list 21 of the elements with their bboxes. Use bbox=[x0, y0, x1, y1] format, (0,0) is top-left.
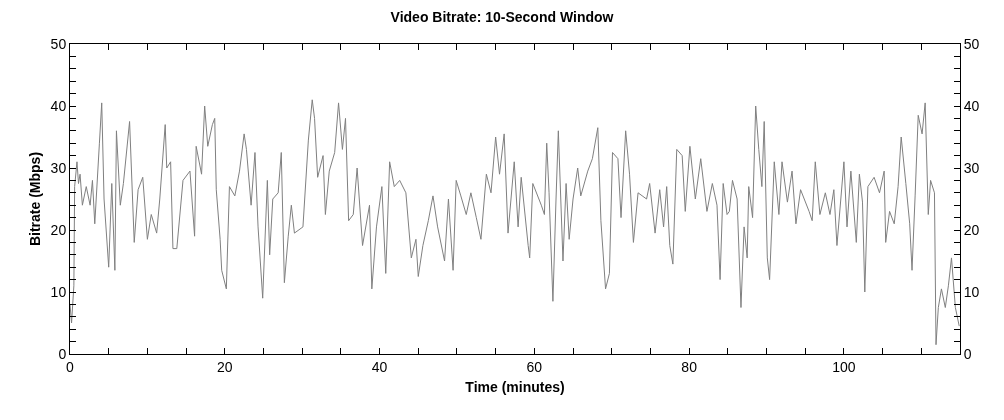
y2-tick-label: 0 bbox=[963, 345, 972, 362]
y2-tick-label: 40 bbox=[963, 97, 980, 114]
y-tick-label: 50 bbox=[50, 35, 67, 52]
line-series bbox=[70, 99, 960, 346]
y-axis-title: Bitrate (Mbps) bbox=[27, 151, 44, 247]
x-tick-label: 40 bbox=[371, 358, 388, 375]
y-tick-label: 10 bbox=[50, 283, 67, 300]
chart-title: Video Bitrate: 10-Second Window bbox=[390, 9, 614, 26]
x-tick-label: 80 bbox=[681, 358, 698, 375]
x-tick-label: 60 bbox=[526, 358, 543, 375]
y-tick-label: 30 bbox=[50, 159, 67, 176]
x-axis-title: Time (minutes) bbox=[465, 379, 565, 396]
y-tick-label: 40 bbox=[50, 97, 67, 114]
y-tick-label: 0 bbox=[58, 345, 67, 362]
y2-tick-label: 10 bbox=[963, 283, 980, 300]
y2-tick-label: 20 bbox=[963, 221, 980, 238]
y2-tick-label: 30 bbox=[963, 159, 980, 176]
y2-tick-label: 50 bbox=[963, 35, 980, 52]
y-tick-label: 20 bbox=[50, 221, 67, 238]
x-tick-label: 100 bbox=[832, 358, 856, 375]
x-tick-label: 20 bbox=[216, 358, 233, 375]
